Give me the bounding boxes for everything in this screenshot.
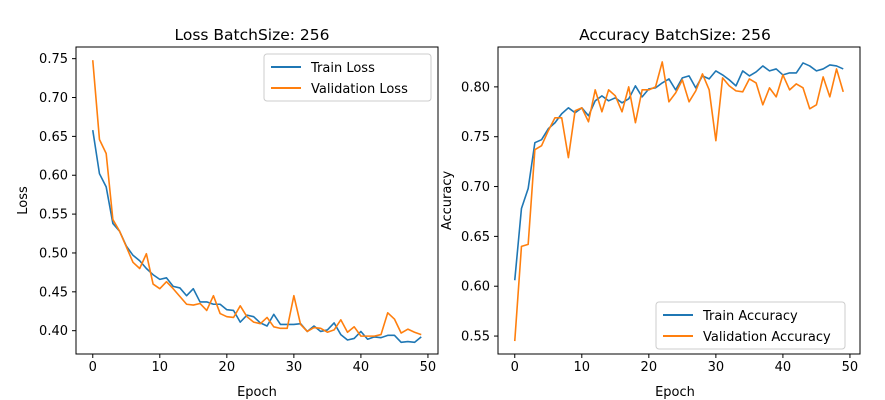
loss-xtick-label: 20 — [219, 360, 236, 375]
loss-chart-legend: Train Loss Validation Loss — [263, 53, 432, 102]
loss-chart-title: Loss BatchSize: 256 — [174, 26, 329, 44]
loss-ytick-label: 0.75 — [39, 52, 68, 67]
accuracy-chart-lines — [513, 61, 845, 342]
loss-xtick-label: 0 — [89, 360, 97, 375]
accuracy-ytick-label: 0.80 — [461, 80, 490, 95]
loss-ytick-label: 0.65 — [39, 130, 68, 145]
loss-ytick-label: 0.45 — [39, 285, 68, 300]
accuracy-chart-xlabel: Epoch — [655, 385, 695, 400]
accuracy-xtick-label: 40 — [775, 360, 792, 375]
loss-legend-label-train: Train Loss — [310, 61, 375, 76]
loss-chart-xlabel: Epoch — [237, 385, 277, 400]
accuracy-chart-frame — [497, 46, 861, 355]
accuracy-xtick-label: 50 — [842, 360, 859, 375]
accuracy-legend-label-train: Train Accuracy — [702, 309, 798, 324]
loss-xtick-label: 50 — [420, 360, 437, 375]
accuracy-series-line-train — [513, 62, 844, 281]
accuracy-chart-legend: Train Accuracy Validation Accuracy — [655, 301, 846, 350]
loss-legend-label-validation: Validation Loss — [311, 82, 408, 97]
loss-ytick-label: 0.40 — [39, 324, 68, 339]
loss-ytick-label: 0.50 — [39, 246, 68, 261]
accuracy-xtick-label: 20 — [641, 360, 658, 375]
loss-series-line-validation — [91, 60, 422, 337]
accuracy-chart: Accuracy BatchSize: 256 0 10 20 30 40 500.550… — [440, 26, 861, 400]
loss-xtick-label: 30 — [286, 360, 303, 375]
loss-legend-box — [263, 53, 432, 102]
accuracy-ytick-label: 0.75 — [461, 130, 490, 145]
accuracy-legend-label-validation: Validation Accuracy — [703, 330, 831, 345]
accuracy-chart-title: Accuracy BatchSize: 256 — [579, 26, 771, 44]
accuracy-ytick-label: 0.55 — [461, 330, 490, 345]
loss-chart: Loss BatchSize: 256 0 10 20 30 40 500.400.450… — [16, 26, 439, 400]
accuracy-xtick-label: 10 — [574, 360, 591, 375]
loss-chart-frame — [75, 46, 439, 355]
accuracy-series-line-validation — [513, 61, 845, 342]
accuracy-ytick-label: 0.60 — [461, 280, 490, 295]
loss-series-line-train — [91, 130, 422, 344]
accuracy-xtick-label: 30 — [708, 360, 725, 375]
accuracy-ytick-label: 0.70 — [461, 180, 490, 195]
loss-ytick-label: 0.70 — [39, 91, 68, 106]
accuracy-xtick-label: 0 — [511, 360, 519, 375]
loss-ytick-label: 0.60 — [39, 169, 68, 184]
accuracy-ytick-label: 0.65 — [461, 230, 490, 245]
loss-xtick-label: 10 — [152, 360, 169, 375]
accuracy-chart-ylabel: Accuracy — [440, 171, 455, 231]
accuracy-chart-ticks: 0 10 20 30 40 50 0.55 0.60 0.65 0.70 0.75 0.80 — [461, 80, 858, 375]
loss-chart-lines — [91, 60, 422, 344]
loss-ytick-label: 0.55 — [39, 208, 68, 223]
loss-chart-ylabel: Loss — [16, 186, 31, 215]
accuracy-legend-box — [655, 301, 846, 350]
loss-xtick-label: 40 — [353, 360, 370, 375]
loss-chart-ticks: 0 10 20 30 40 50 0.40 0.45 0.50 0.55 0.60 0.65 0.70 0… — [39, 52, 436, 375]
